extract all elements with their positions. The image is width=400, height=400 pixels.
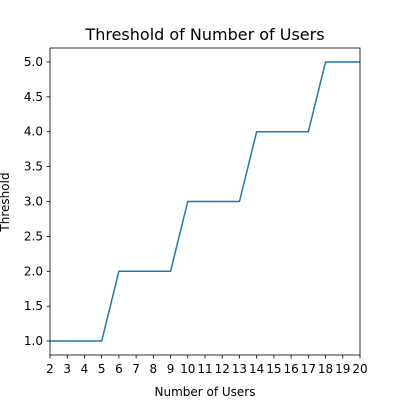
y-tick-label: 1.5 bbox=[24, 299, 43, 313]
x-tick-label: 13 bbox=[232, 362, 247, 376]
x-tick-label: 16 bbox=[283, 362, 298, 376]
x-tick-label: 18 bbox=[318, 362, 333, 376]
x-tick-label: 6 bbox=[115, 362, 123, 376]
x-tick-label: 3 bbox=[63, 362, 71, 376]
x-tick-label: 5 bbox=[98, 362, 106, 376]
x-tick-label: 4 bbox=[81, 362, 89, 376]
y-tick-label: 3.5 bbox=[24, 160, 43, 174]
y-tick-label: 4.0 bbox=[24, 125, 43, 139]
x-axis-label: Number of Users bbox=[154, 385, 255, 399]
y-tick-label: 3.0 bbox=[24, 195, 43, 209]
y-tick-label: 1.0 bbox=[24, 334, 43, 348]
y-axis-label: Threshold bbox=[0, 172, 12, 232]
y-tick-label: 2.0 bbox=[24, 264, 43, 278]
x-tick-label: 2 bbox=[46, 362, 54, 376]
x-tick-label: 10 bbox=[180, 362, 195, 376]
plot-area: 2 3 4 5 6 7 8 9 10 11 12 13 14 15 16 17 18 19 20 1.0 1.5 2.0 2… bbox=[24, 47, 368, 376]
x-tick-label: 17 bbox=[301, 362, 316, 376]
x-tick-label: 12 bbox=[215, 362, 230, 376]
y-tick-label: 2.5 bbox=[24, 229, 43, 243]
series-line-0 bbox=[50, 61, 360, 342]
x-tick-label: 9 bbox=[167, 362, 175, 376]
x-tick-label: 14 bbox=[249, 362, 264, 376]
y-tick-label: 5.0 bbox=[24, 55, 43, 69]
chart-title: Threshold of Number of Users bbox=[84, 25, 324, 44]
x-tick-label: 19 bbox=[335, 362, 350, 376]
x-tick-label: 11 bbox=[197, 362, 212, 376]
x-tick-label: 7 bbox=[132, 362, 140, 376]
x-tick-label: 8 bbox=[150, 362, 158, 376]
y-tick-label: 4.5 bbox=[24, 90, 43, 104]
x-tick-label: 20 bbox=[352, 362, 367, 376]
x-tick-label: 15 bbox=[266, 362, 281, 376]
